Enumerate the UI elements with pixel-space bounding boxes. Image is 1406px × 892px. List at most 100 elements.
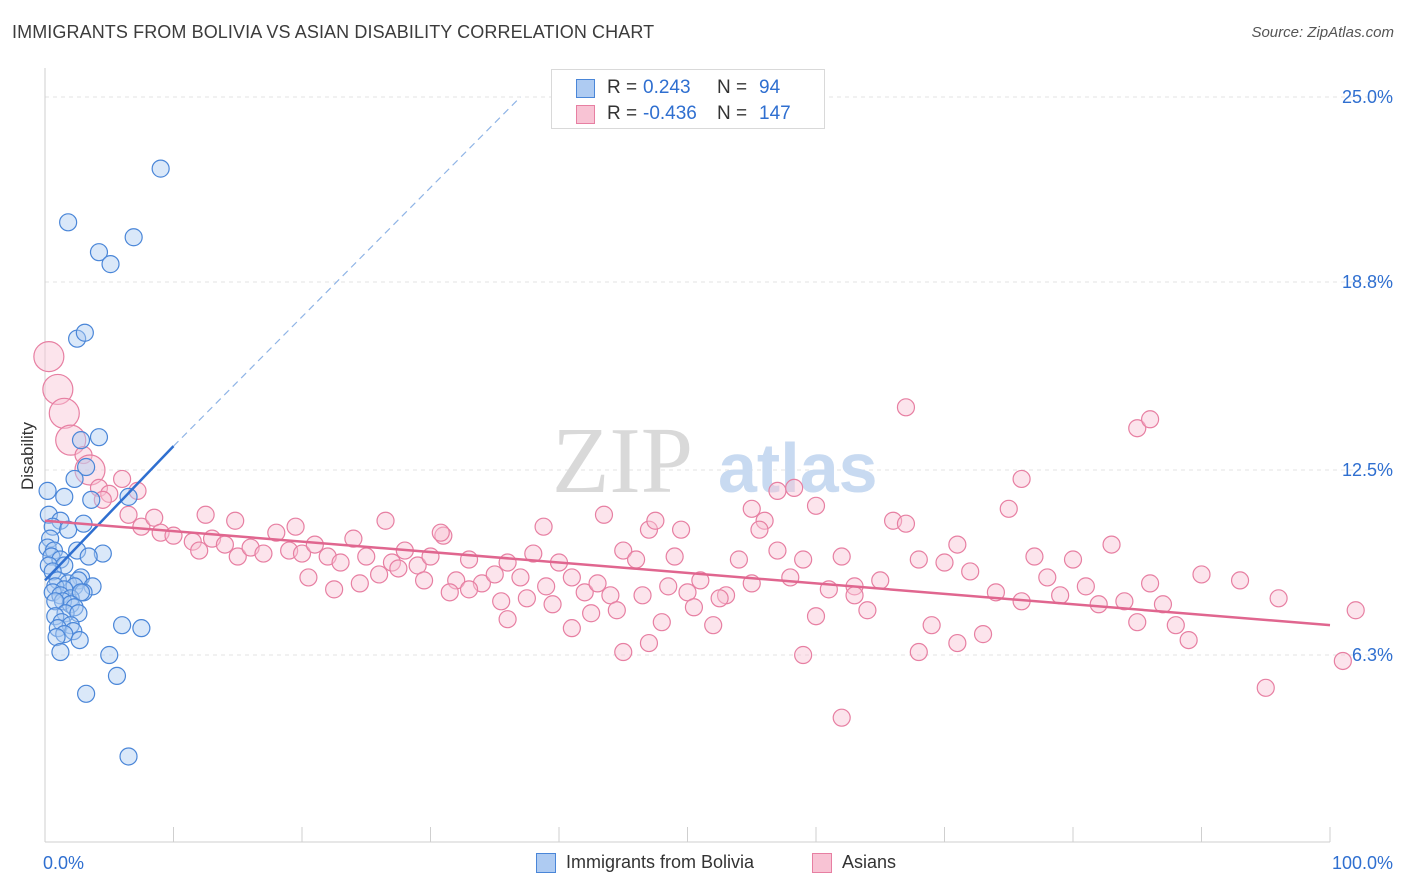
legend-n-value-asians: 147	[759, 103, 791, 124]
x-tick-label-max: 100.0%	[1332, 853, 1393, 873]
bolivia-point	[112, 616, 132, 635]
asians-point	[517, 589, 536, 608]
x-tick-label-min: 0.0%	[43, 853, 84, 873]
asians-point	[806, 607, 826, 626]
asians-point	[1038, 568, 1057, 587]
asians-point	[646, 511, 665, 530]
bolivia-point	[39, 505, 58, 524]
legend-r-label: R =	[607, 103, 638, 124]
bolivia-point	[59, 213, 78, 232]
asians-point	[254, 544, 273, 563]
asians-point	[710, 589, 729, 608]
asians-point	[794, 645, 813, 665]
bolivia-point	[119, 487, 138, 506]
bolivia-point	[89, 243, 109, 262]
legend-box: R = 0.243 N = 94 R = -0.436 N = 147	[551, 69, 825, 129]
asians-point	[832, 708, 851, 727]
asians-point	[639, 520, 659, 539]
bolivia-point	[68, 541, 87, 560]
asians-point	[431, 523, 450, 542]
asians-point	[806, 496, 826, 515]
bolivia-point	[55, 487, 74, 506]
asians-point	[1269, 589, 1288, 608]
asians-point	[614, 642, 633, 662]
asians-point	[785, 478, 804, 498]
asians-point	[414, 571, 434, 590]
asians-point	[781, 568, 800, 587]
asians-point	[1333, 651, 1352, 671]
asians-point	[684, 598, 704, 617]
asians-point	[671, 520, 691, 539]
trend-layer	[44, 96, 1331, 627]
bolivia-point	[93, 544, 112, 563]
grid-layer	[45, 96, 1392, 656]
legend-r-value-bolivia: 0.243	[643, 77, 691, 98]
bolivia-point	[132, 619, 151, 638]
asians-point	[1192, 565, 1211, 584]
bolivia-point	[70, 630, 89, 650]
asians-point	[119, 505, 138, 524]
asians-point	[755, 511, 774, 530]
legend-r-label: R =	[607, 77, 638, 98]
bolivia-point	[77, 457, 96, 477]
asians-point	[1012, 469, 1031, 489]
bolivia-point	[65, 469, 84, 489]
asians-point	[1063, 550, 1083, 569]
asians-point	[1051, 586, 1070, 605]
asians-point	[742, 499, 761, 518]
asians-point	[594, 505, 614, 524]
asians-point	[215, 535, 234, 554]
asians-point	[896, 398, 916, 417]
asians-point	[228, 547, 247, 566]
asians-point	[935, 553, 954, 572]
asians-point	[626, 550, 646, 569]
legend-swatch-bolivia	[576, 78, 595, 98]
asians-trend-line	[44, 519, 1331, 627]
asians-point	[999, 499, 1018, 518]
bolivia-point	[56, 604, 75, 623]
asians-point	[1115, 592, 1134, 611]
asians-point	[768, 541, 787, 560]
asians-point	[794, 550, 813, 569]
asians-point	[575, 583, 594, 602]
asians-point	[226, 511, 245, 530]
bolivia-points	[38, 159, 170, 766]
legend-n-value-bolivia: 94	[759, 77, 781, 98]
asians-point	[389, 559, 408, 578]
asians-point	[588, 574, 607, 593]
bolivia-point	[79, 547, 98, 566]
asians-point	[1166, 616, 1185, 635]
y-tick-label: 6.3%	[1352, 645, 1393, 665]
asians-point	[1128, 613, 1147, 632]
asians-point	[543, 595, 562, 614]
legend-n-label: N =	[717, 77, 748, 98]
asians-point	[498, 553, 517, 572]
asians-point	[511, 568, 530, 587]
legend-row-bolivia: R = 0.243 N = 94	[576, 77, 780, 99]
asians-point	[909, 550, 928, 569]
bolivia-point	[46, 592, 65, 611]
asians-point	[633, 586, 652, 605]
asians-point	[492, 592, 511, 611]
asians-points	[33, 341, 1365, 727]
asians-point	[524, 544, 543, 563]
asians-point	[582, 604, 601, 623]
bolivia-point	[82, 490, 101, 509]
bolivia-point	[71, 431, 91, 450]
asians-point	[896, 514, 916, 533]
asians-point	[485, 565, 504, 584]
bottom-legend-asians: Asians	[812, 852, 896, 873]
bolivia-trend-line	[44, 445, 175, 582]
asians-point	[370, 565, 389, 584]
asians-point	[1140, 574, 1160, 593]
asians-point	[871, 571, 890, 590]
asians-point	[562, 619, 581, 638]
asians-point	[299, 568, 318, 587]
y-tick-label: 12.5%	[1342, 460, 1393, 480]
asians-point	[768, 481, 787, 500]
watermark: ZIP atlas	[552, 409, 878, 513]
asians-point	[537, 577, 556, 596]
watermark-zip: ZIP	[552, 409, 693, 513]
asians-point	[845, 586, 864, 605]
asians-point	[1179, 630, 1198, 650]
